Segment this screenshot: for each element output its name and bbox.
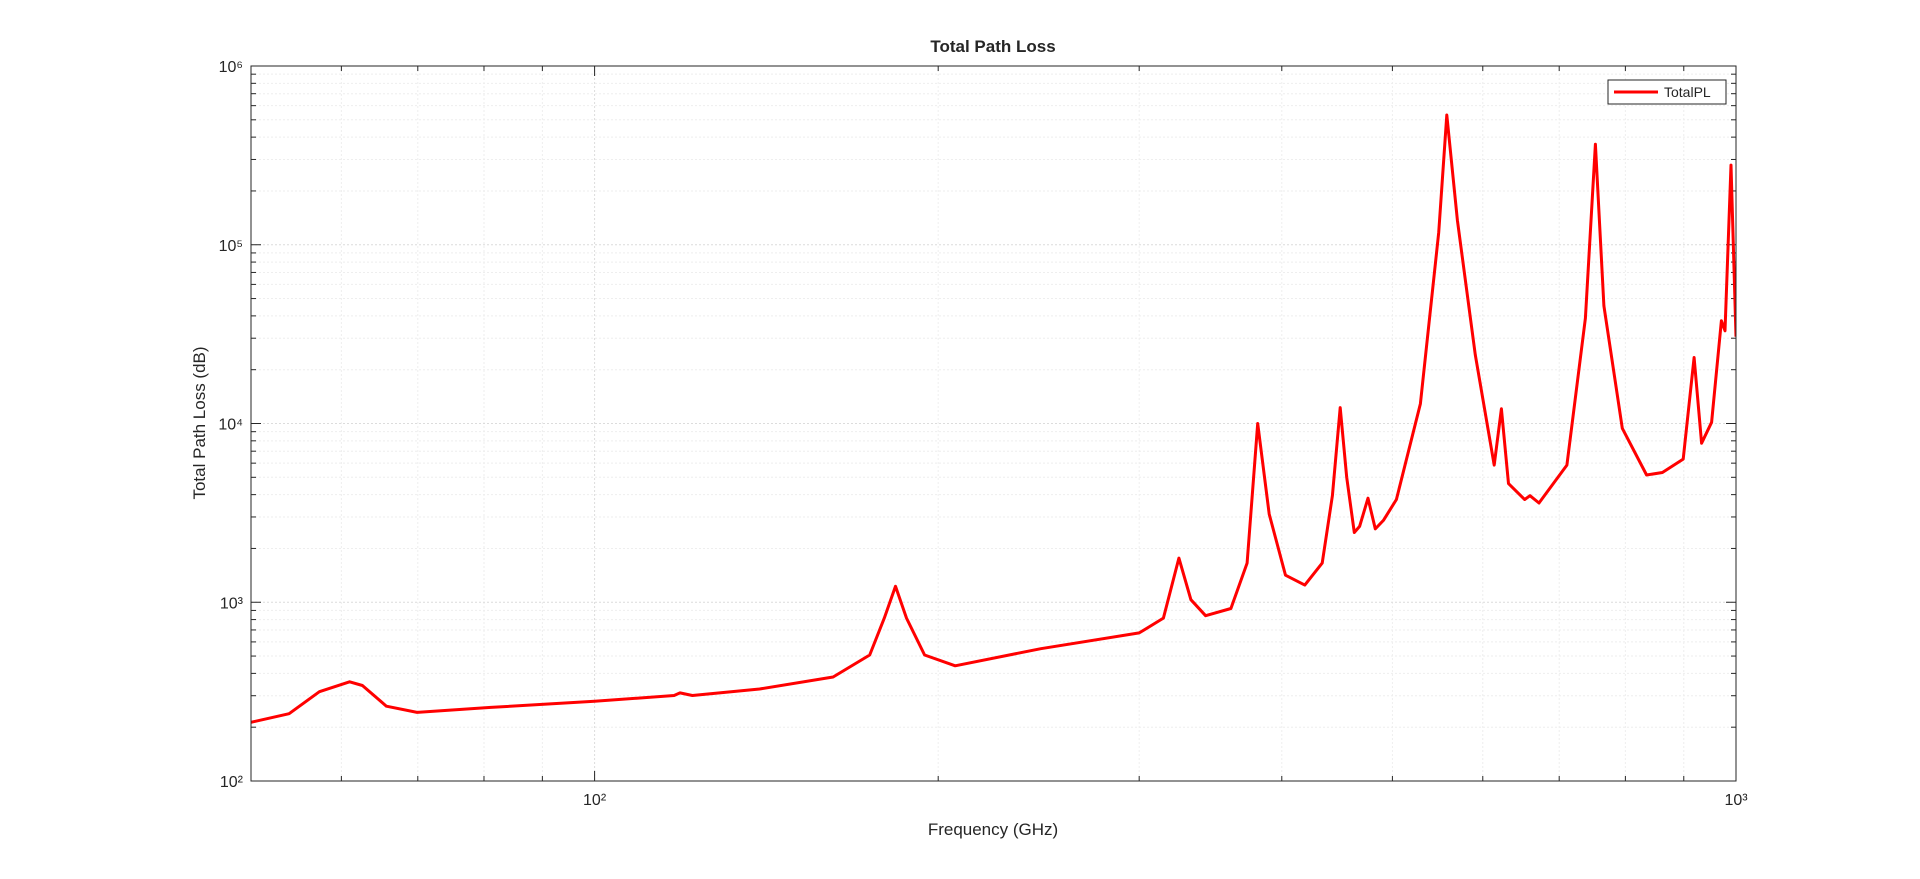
y-axis-label: Total Path Loss (dB) — [190, 346, 209, 499]
y-tick-label: 10³ — [220, 595, 244, 612]
chart-title: Total Path Loss — [930, 37, 1055, 56]
plot-area — [251, 66, 1736, 781]
x-tick-label: 10² — [583, 792, 607, 809]
legend-label: TotalPL — [1664, 84, 1711, 100]
grid — [251, 65, 1737, 782]
data-line — [251, 113, 1736, 724]
y-tick-label: 10⁶ — [219, 59, 243, 76]
plot-lines — [251, 113, 1736, 724]
y-tick-label: 10⁵ — [219, 238, 243, 255]
legend: TotalPL — [1607, 79, 1727, 105]
y-tick-label: 10⁴ — [218, 417, 243, 434]
axes-box — [250, 65, 1737, 782]
x-tick-label: 10³ — [1724, 792, 1748, 809]
x-axis-label: Frequency (GHz) — [928, 820, 1058, 839]
y-tick-label: 10² — [220, 774, 244, 791]
